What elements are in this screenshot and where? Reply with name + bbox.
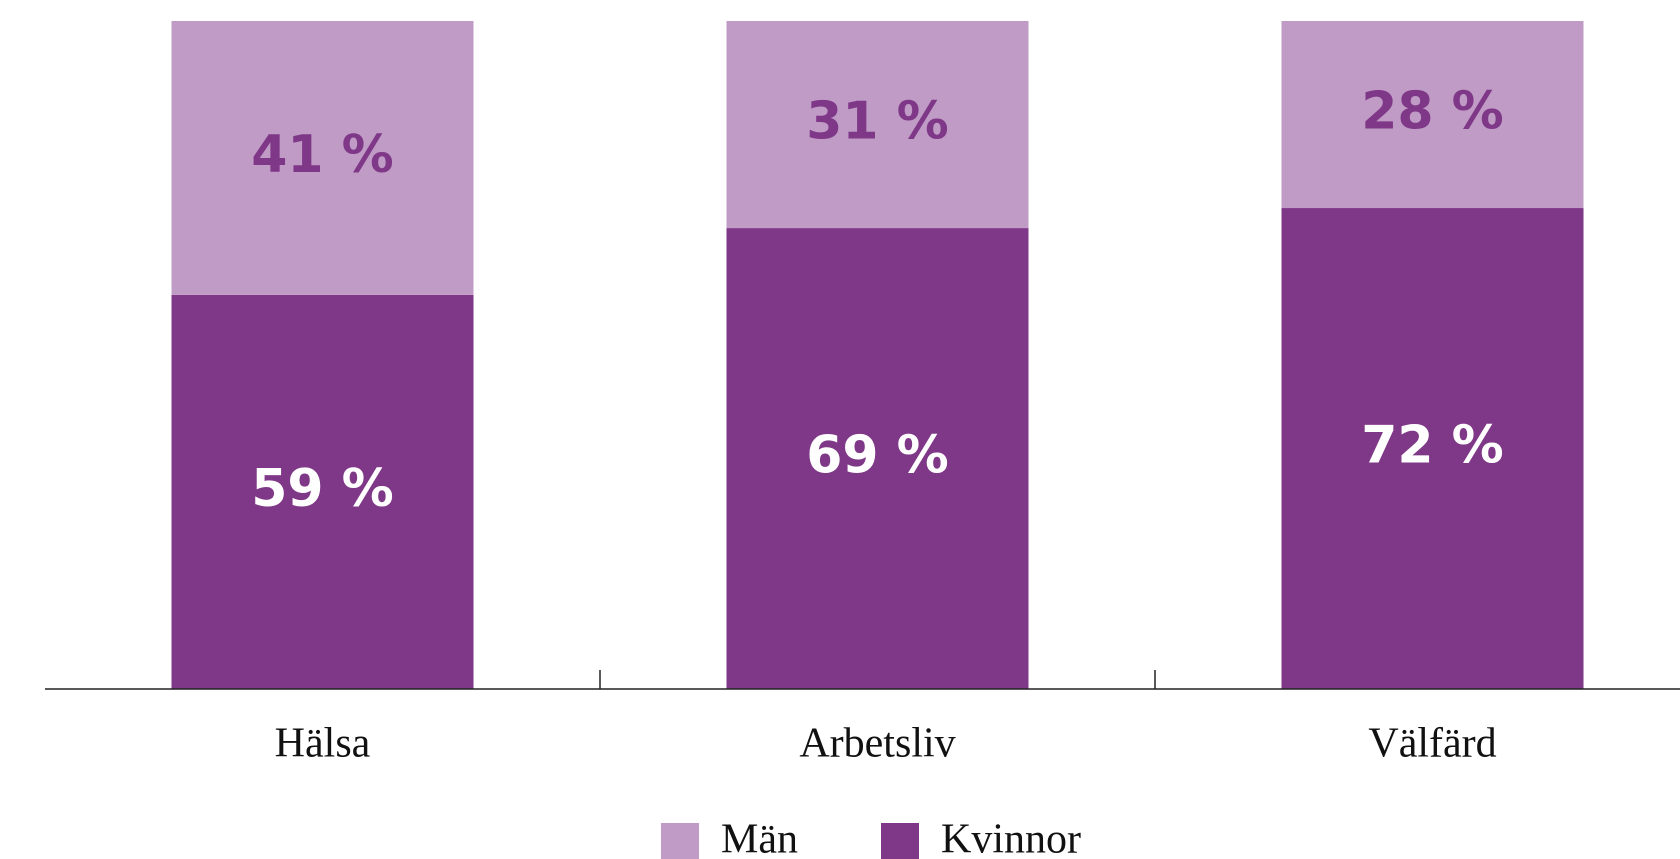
- legend-swatch: [881, 823, 919, 859]
- value-label: 59 %: [251, 459, 394, 519]
- value-label: 72 %: [1361, 416, 1504, 476]
- value-label: 69 %: [806, 426, 949, 486]
- x-tick-label: Arbetsliv: [799, 721, 955, 767]
- bar-segment: [726, 21, 1029, 229]
- bar-segment: [1281, 21, 1584, 209]
- legend-label: Kvinnor: [941, 817, 1081, 859]
- legend-swatch: [661, 823, 699, 859]
- bar-segment: [171, 21, 474, 295]
- value-label: 31 %: [806, 92, 949, 152]
- bar-segment: [726, 228, 1029, 689]
- legend-label: Män: [721, 817, 798, 859]
- bar-segment: [1281, 208, 1584, 690]
- x-tick-label: Välfärd: [1368, 721, 1496, 767]
- bar-segment: [171, 294, 474, 689]
- value-label: 28 %: [1361, 82, 1504, 142]
- value-label: 41 %: [251, 125, 394, 185]
- x-tick-label: Hälsa: [275, 721, 371, 767]
